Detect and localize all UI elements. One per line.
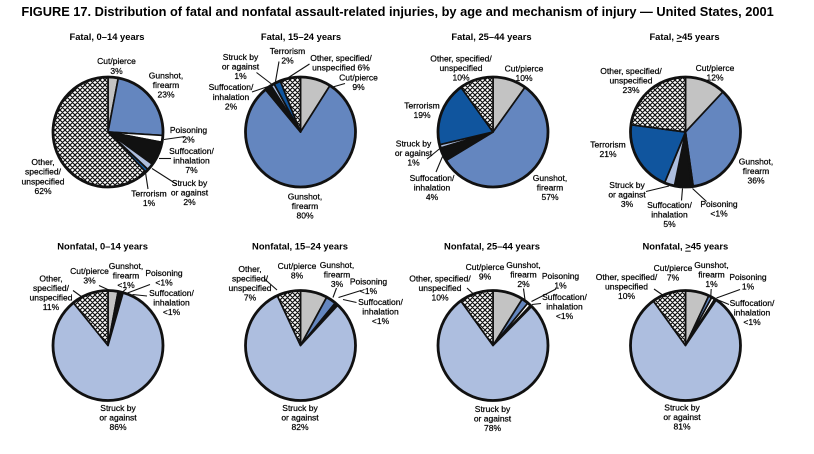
svg-text:Poisoning<1%: Poisoning <1% bbox=[700, 199, 738, 219]
svg-text:Fatal, >45 years: Fatal, >45 years bbox=[649, 31, 719, 42]
svg-text:Poisoning<1%: Poisoning <1% bbox=[350, 276, 388, 296]
svg-text:Nonfatal, 0–14 years: Nonfatal, 0–14 years bbox=[57, 241, 148, 252]
svg-text:FIGURE 17. Distribution of fat: FIGURE 17. Distribution of fatal and non… bbox=[21, 4, 773, 19]
svg-text:Gunshot,firearm<1%: Gunshot, firearm <1% bbox=[109, 261, 144, 290]
svg-text:Poisoning<1%: Poisoning <1% bbox=[145, 268, 183, 288]
svg-text:Suffocation/inhalation<1%: Suffocation/inhalation <1% bbox=[730, 298, 775, 327]
svg-text:Suffocation/inhalation<1%: Suffocation/inhalation <1% bbox=[358, 297, 403, 326]
svg-text:Nonfatal, 25–44 years: Nonfatal, 25–44 years bbox=[444, 241, 540, 252]
svg-text:Fatal, 25–44 years: Fatal, 25–44 years bbox=[451, 31, 531, 42]
svg-text:Suffocation/inhalation<1%: Suffocation/inhalation <1% bbox=[542, 292, 587, 321]
svg-text:Suffocation/inhalation<1%: Suffocation/inhalation <1% bbox=[149, 288, 194, 317]
svg-text:Nonfatal, >45 years: Nonfatal, >45 years bbox=[643, 241, 729, 252]
svg-text:Fatal, 15–24 years: Fatal, 15–24 years bbox=[261, 31, 341, 42]
svg-text:Nonfatal, 15–24 years: Nonfatal, 15–24 years bbox=[252, 241, 348, 252]
svg-text:Fatal, 0–14 years: Fatal, 0–14 years bbox=[69, 31, 144, 42]
svg-text:Other, specified/unspecified 6: Other, specified/unspecified 6% bbox=[310, 53, 372, 73]
